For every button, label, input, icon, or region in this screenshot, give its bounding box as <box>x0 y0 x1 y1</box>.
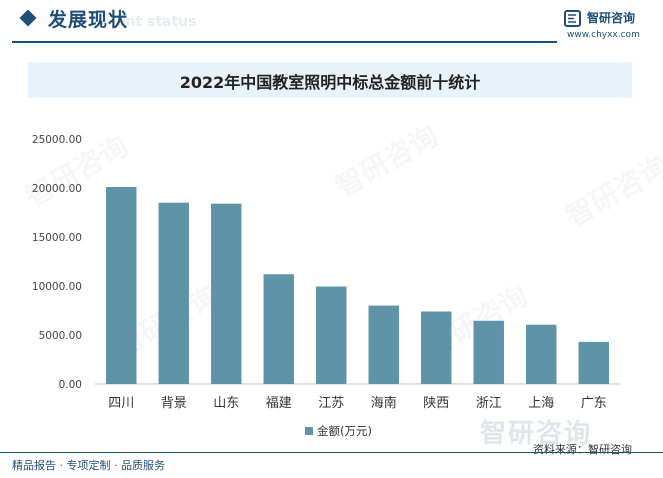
header-title: 发展现状 <box>48 9 129 31</box>
legend: 金额(万元) <box>305 424 372 438</box>
bar <box>473 320 504 384</box>
bar <box>106 187 137 384</box>
bar <box>316 286 347 384</box>
y-tick-label: 0.00 <box>59 379 82 391</box>
y-tick-label: 20000.00 <box>32 183 82 195</box>
x-tick-label: 四川 <box>108 396 134 411</box>
header-subtitle: ent status <box>116 14 197 30</box>
legend-label: 金额(万元) <box>317 424 372 438</box>
chart-title: 2022年中国教室照明中标总金额前十统计 <box>179 73 481 92</box>
legend-swatch <box>305 427 313 435</box>
x-axis: 四川 背景 山东 福建 江苏 海南 陕西 浙江 上海 广东 <box>108 395 607 411</box>
x-tick-label: 广东 <box>581 396 607 411</box>
bar <box>578 341 609 384</box>
x-tick-label: 江苏 <box>318 395 344 411</box>
footer-divider <box>0 452 663 453</box>
bar <box>158 202 189 384</box>
bar <box>421 311 452 384</box>
zhiyan-logo-icon <box>564 10 581 27</box>
x-tick-label: 海南 <box>371 395 397 411</box>
header-divider <box>12 41 557 43</box>
x-tick-label: 上海 <box>528 396 554 411</box>
bar <box>368 305 399 384</box>
bar <box>526 324 557 384</box>
bars <box>106 187 609 384</box>
x-tick-label: 背景 <box>161 396 187 411</box>
x-tick-label: 陕西 <box>423 396 449 411</box>
brand-name: 智研咨询 <box>587 11 636 25</box>
footer-slogan: 精品报告 · 专项定制 · 品质服务 <box>12 459 165 472</box>
x-tick-label: 浙江 <box>476 396 502 411</box>
brand-url: www.chyxx.com <box>567 30 640 40</box>
y-axis: 0.00 5000.00 10000.00 15000.00 20000.00 25000… <box>32 134 82 391</box>
brand-watermark: 智研咨询 <box>480 419 593 449</box>
bar <box>263 274 294 384</box>
x-tick-label: 山东 <box>213 396 239 411</box>
source-note: 资料来源：智研咨询 <box>533 443 632 456</box>
y-tick-label: 5000.00 <box>39 330 82 342</box>
x-tick-label: 福建 <box>266 396 292 411</box>
y-tick-label: 25000.00 <box>32 134 82 146</box>
header: ent status 发展现状 智研咨询 www.chyxx.com <box>0 0 663 44</box>
chart-title-band: 2022年中国教室照明中标总金额前十统计 <box>28 62 632 98</box>
y-tick-label: 10000.00 <box>32 281 82 293</box>
bar <box>211 203 242 384</box>
y-tick-label: 15000.00 <box>32 232 82 244</box>
